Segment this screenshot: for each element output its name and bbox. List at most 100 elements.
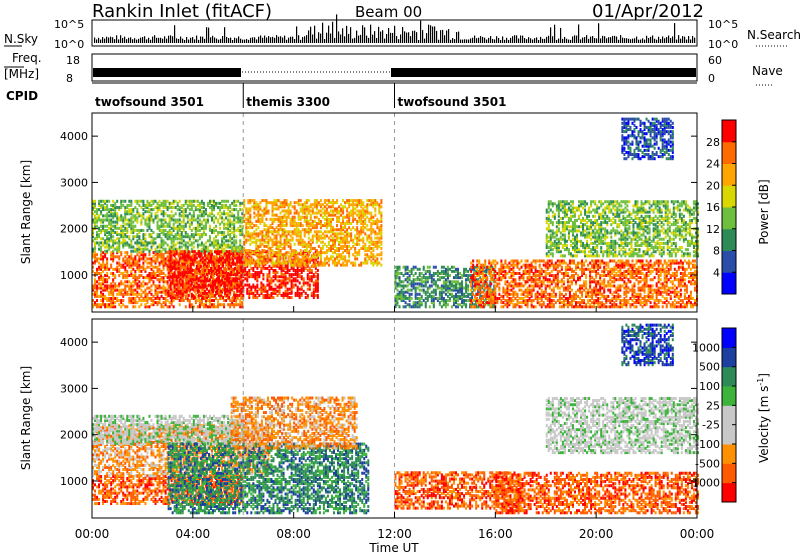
range-gate-cell — [98, 247, 101, 251]
range-gate-cell — [183, 271, 186, 275]
range-gate-cell — [364, 213, 367, 217]
range-gate-cell — [102, 224, 105, 228]
nsky-bar — [428, 24, 430, 43]
range-gate-cell — [182, 243, 185, 247]
range-gate-cell — [188, 201, 191, 205]
range-gate-cell — [283, 213, 286, 217]
range-gate-cell — [282, 260, 285, 264]
range-gate-cell — [140, 294, 143, 298]
range-gate-cell — [300, 287, 303, 291]
range-gate-cell — [110, 255, 113, 259]
range-gate-cell — [303, 263, 306, 267]
range-gate-cell — [132, 257, 135, 261]
range-gate-cell — [202, 286, 205, 290]
range-gate-cell — [173, 293, 176, 297]
range-gate-cell — [249, 236, 252, 240]
range-gate-cell — [171, 277, 174, 281]
range-gate-cell — [372, 228, 375, 232]
range-gate-cell — [278, 275, 281, 279]
range-gate-cell — [217, 305, 220, 309]
range-gate-cell — [295, 251, 298, 255]
range-gate-cell — [366, 238, 369, 242]
nsky-bar — [342, 28, 344, 43]
range-gate-cell — [362, 240, 365, 244]
range-gate-cell — [267, 259, 270, 263]
range-gate-cell — [112, 212, 115, 216]
range-gate-cell — [200, 286, 203, 290]
nsky-bar — [222, 36, 224, 43]
range-gate-cell — [175, 258, 178, 262]
range-gate-cell — [372, 221, 375, 225]
range-gate-cell — [221, 241, 224, 245]
range-gate-cell — [289, 201, 292, 205]
range-gate-cell — [206, 245, 209, 249]
range-gate-cell — [213, 294, 215, 298]
range-gate-cell — [166, 288, 169, 292]
nsky-bar — [366, 35, 368, 43]
range-gate-cell — [112, 220, 115, 224]
range-gate-cell — [225, 226, 228, 230]
range-gate-cell — [364, 261, 367, 265]
range-gate-cell — [310, 268, 313, 272]
range-gate-cell — [219, 303, 222, 307]
range-gate-cell — [144, 267, 147, 271]
range-gate-cell — [235, 261, 238, 265]
nsky-bar — [640, 39, 642, 43]
range-gate-cell — [217, 201, 220, 205]
range-gate-cell — [235, 303, 238, 307]
range-gate-cell — [215, 247, 218, 251]
range-gate-cell — [306, 254, 309, 258]
range-gate-cell — [288, 273, 291, 277]
range-gate-cell — [248, 273, 251, 277]
range-gate-cell — [234, 262, 237, 266]
range-gate-cell — [265, 211, 268, 215]
range-gate-cell — [274, 254, 277, 258]
range-gate-cell — [156, 206, 159, 210]
range-gate-cell — [276, 289, 279, 293]
range-gate-cell — [215, 239, 218, 243]
range-gate-cell — [211, 281, 214, 285]
range-gate-cell — [108, 233, 111, 237]
range-gate-cell — [225, 267, 228, 271]
range-gate-cell — [408, 292, 411, 296]
range-gate-cell — [142, 208, 145, 212]
range-gate-cell — [281, 232, 284, 236]
range-gate-cell — [299, 261, 302, 265]
range-gate-cell — [110, 231, 113, 235]
range-gate-cell — [175, 252, 178, 256]
range-gate-cell — [194, 233, 197, 237]
range-gate-cell — [156, 201, 159, 205]
range-gate-cell — [176, 294, 179, 298]
range-gate-cell — [243, 259, 246, 263]
range-gate-cell — [176, 269, 179, 273]
range-gate-cell — [142, 216, 145, 220]
range-gate-cell — [231, 201, 234, 205]
range-gate-cell — [227, 239, 230, 243]
range-gate-cell — [114, 305, 117, 309]
range-gate-cell — [221, 233, 224, 237]
range-gate-cell — [394, 269, 397, 273]
range-gate-cell — [197, 254, 200, 258]
range-gate-cell — [231, 299, 234, 303]
nsky-bar — [136, 39, 138, 43]
range-gate-cell — [342, 240, 345, 244]
range-gate-cell — [179, 264, 182, 268]
range-gate-cell — [184, 269, 187, 273]
range-gate-cell — [168, 255, 171, 259]
range-gate-cell — [325, 251, 328, 255]
range-gate-cell — [362, 213, 365, 217]
range-gate-cell — [272, 289, 275, 293]
range-gate-cell — [205, 264, 208, 268]
range-gate-cell — [254, 252, 257, 256]
range-gate-cell — [283, 246, 286, 250]
range-gate-cell — [380, 246, 383, 250]
range-gate-cell — [176, 282, 179, 286]
range-gate-cell — [142, 276, 145, 280]
range-gate-cell — [191, 293, 194, 297]
range-gate-cell — [188, 303, 191, 307]
range-gate-cell — [187, 287, 190, 291]
range-gate-cell — [124, 280, 127, 284]
range-gate-cell — [256, 285, 259, 289]
range-gate-cell — [319, 205, 322, 209]
range-gate-cell — [334, 228, 336, 232]
